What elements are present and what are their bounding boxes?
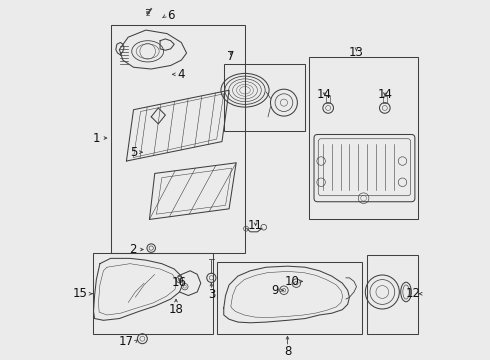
Text: 1: 1 bbox=[93, 131, 100, 144]
Text: 14: 14 bbox=[317, 89, 332, 102]
Bar bbox=[367, 255, 418, 334]
Text: 4: 4 bbox=[178, 68, 185, 81]
Text: 3: 3 bbox=[208, 288, 215, 301]
Text: 14: 14 bbox=[377, 89, 392, 102]
Text: 8: 8 bbox=[284, 345, 291, 358]
Text: 9: 9 bbox=[271, 284, 279, 297]
Bar bbox=[217, 262, 362, 334]
Text: 17: 17 bbox=[119, 335, 133, 348]
Text: 18: 18 bbox=[169, 303, 183, 316]
Text: 13: 13 bbox=[349, 46, 364, 59]
Bar bbox=[383, 95, 387, 103]
Text: 15: 15 bbox=[73, 287, 88, 300]
Bar bbox=[309, 57, 418, 220]
Text: 11: 11 bbox=[248, 220, 263, 233]
Text: 6: 6 bbox=[167, 9, 174, 22]
Text: 16: 16 bbox=[172, 276, 187, 289]
Text: 5: 5 bbox=[130, 146, 137, 159]
Text: 7: 7 bbox=[227, 50, 235, 63]
Text: 2: 2 bbox=[129, 243, 137, 256]
Bar bbox=[224, 64, 305, 131]
Bar bbox=[326, 95, 330, 103]
Bar bbox=[93, 253, 213, 334]
Text: 12: 12 bbox=[405, 287, 420, 300]
Bar bbox=[111, 25, 245, 253]
Text: 10: 10 bbox=[285, 275, 300, 288]
